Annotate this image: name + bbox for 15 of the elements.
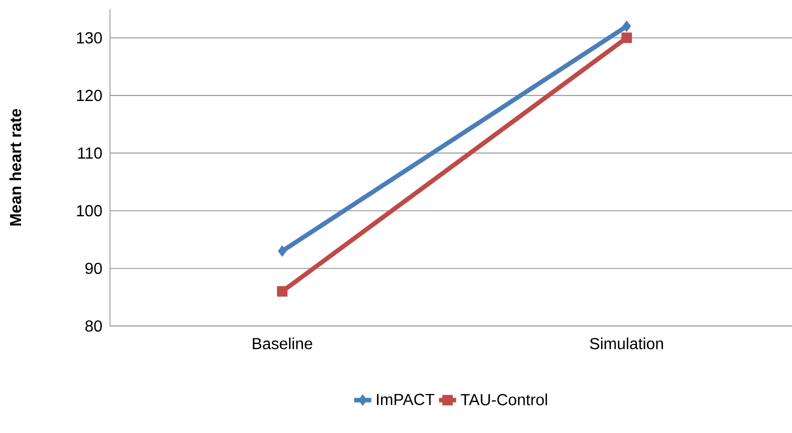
legend-label: ImPACT xyxy=(376,394,434,406)
point xyxy=(621,32,632,44)
y-tick-label: 90 xyxy=(85,262,102,274)
y-tick-label: 100 xyxy=(77,205,102,216)
y-tick-label: 110 xyxy=(78,147,102,159)
point xyxy=(276,286,288,297)
point xyxy=(278,245,287,257)
y-tick-label: 120 xyxy=(77,90,102,102)
y-axis-title: Mean heart rate xyxy=(9,108,22,226)
y-tick-label: 130 xyxy=(77,32,102,44)
legend-label: TAU-Control xyxy=(460,394,547,406)
x-tick-label: Baseline xyxy=(252,338,312,350)
x-tick-label: Simulation xyxy=(590,338,663,350)
y-tick-label: 80 xyxy=(85,320,102,332)
point xyxy=(622,20,632,32)
